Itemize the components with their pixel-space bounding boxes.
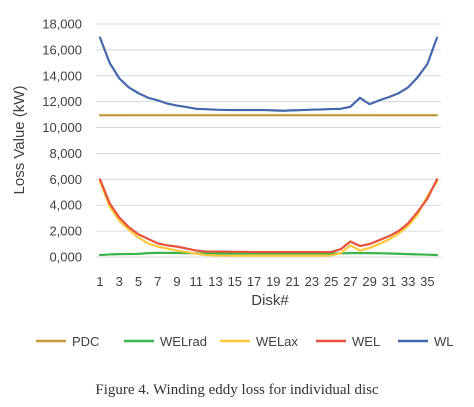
x-tick-label: 27 [343,274,357,289]
y-tick-label: 0,000 [49,250,82,265]
x-tick-label: 9 [173,274,180,289]
y-axis-title: Loss Value (kW) [11,86,28,195]
y-tick-label: 8,000 [49,146,82,161]
x-tick-label: 13 [208,274,222,289]
x-tick-label: 23 [305,274,319,289]
y-tick-label: 18,000 [42,17,82,32]
series-line-wel [98,178,439,254]
x-axis-title: Disk# [251,292,289,309]
y-tick-label: 2,000 [49,224,82,239]
y-tick-label: 14,000 [42,68,82,83]
x-tick-label: 7 [154,274,161,289]
legend-label-wl: WL [434,334,454,349]
x-tick-label: 31 [382,274,396,289]
x-tick-label: 29 [362,274,376,289]
y-tick-label: 12,000 [42,94,82,109]
figure-caption: Figure 4. Winding eddy loss for individu… [95,382,379,398]
legend-label-wel: WEL [352,334,380,349]
x-tick-label: 5 [135,274,142,289]
legend-label-welax: WELax [256,334,298,349]
y-axis-ticks: 0,000 2,000 4,000 6,000 8,000 10,000 12,000 14,… [42,17,82,265]
legend-label-welrad: WELrad [160,334,207,349]
x-tick-label: 35 [420,274,434,289]
x-tick-label: 1 [96,274,103,289]
series-lines [98,36,439,257]
x-tick-label: 17 [247,274,261,289]
gridlines [96,23,441,258]
y-tick-label: 10,000 [42,120,82,135]
x-axis-ticks: 1 3 5 7 9 11 13 15 17 19 21 23 25 27 29 31 33 35 [96,274,434,289]
y-tick-label: 6,000 [49,172,82,187]
x-tick-label: 3 [116,274,123,289]
y-tick-label: 4,000 [49,198,82,213]
x-tick-label: 21 [285,274,299,289]
legend-label-pdc: PDC [72,334,99,349]
x-tick-label: 11 [190,274,204,289]
x-tick-label: 19 [266,274,280,289]
legend: PDC WELrad WELax WEL WL [36,334,454,349]
y-tick-label: 16,000 [42,42,82,57]
series-line-wl [98,36,439,112]
x-tick-label: 25 [324,274,338,289]
x-tick-label: 15 [228,274,242,289]
x-tick-label: 33 [401,274,415,289]
series-line-welrad [98,251,439,257]
series-line-welax [98,180,439,257]
